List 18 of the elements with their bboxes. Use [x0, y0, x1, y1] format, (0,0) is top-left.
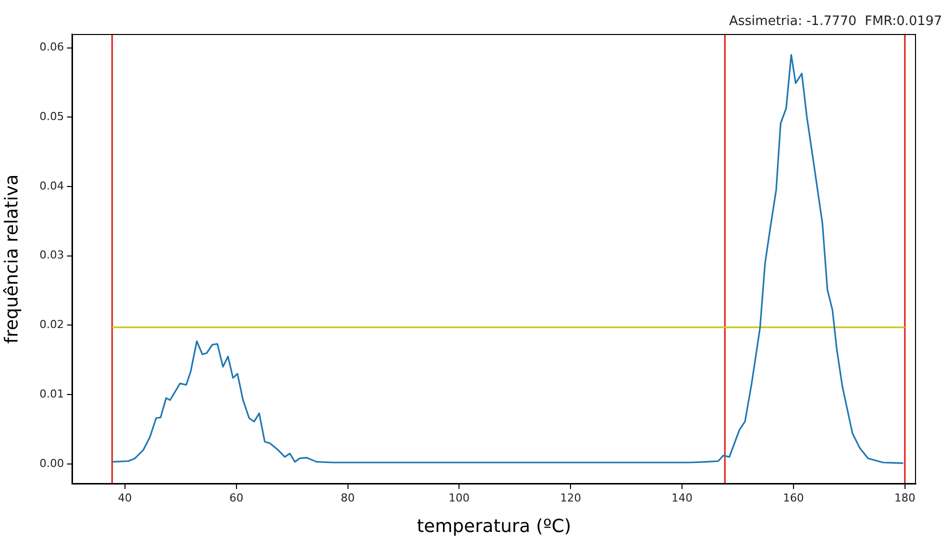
y-tick-label: 0.06	[40, 40, 64, 54]
y-tick-label: 0.01	[40, 387, 64, 400]
x-axis-title: temperatura (ºC)	[416, 516, 572, 537]
y-tick-label: 0.04	[40, 179, 64, 192]
text: Assimetria: -1.7770 FMR:0.0197	[729, 14, 942, 29]
x-tick-label: 80	[340, 491, 355, 504]
y-axis-title: frequência relativa	[1, 174, 22, 344]
x-tick-label: 140	[672, 491, 693, 504]
x-tick-label: 100	[448, 491, 470, 504]
x-tick-label: 160	[782, 491, 804, 504]
x-tick-label: 180	[894, 491, 916, 504]
x-tick-label: 60	[229, 491, 244, 504]
y-tick-label: 0.05	[40, 110, 64, 124]
y-tick-label: 0.00	[40, 456, 64, 470]
y-tick-label: 0.02	[40, 318, 64, 332]
x-tick-label: 40	[118, 491, 132, 504]
y-tick-label: 0.03	[40, 248, 64, 262]
x-tick-label: 120	[560, 491, 582, 504]
